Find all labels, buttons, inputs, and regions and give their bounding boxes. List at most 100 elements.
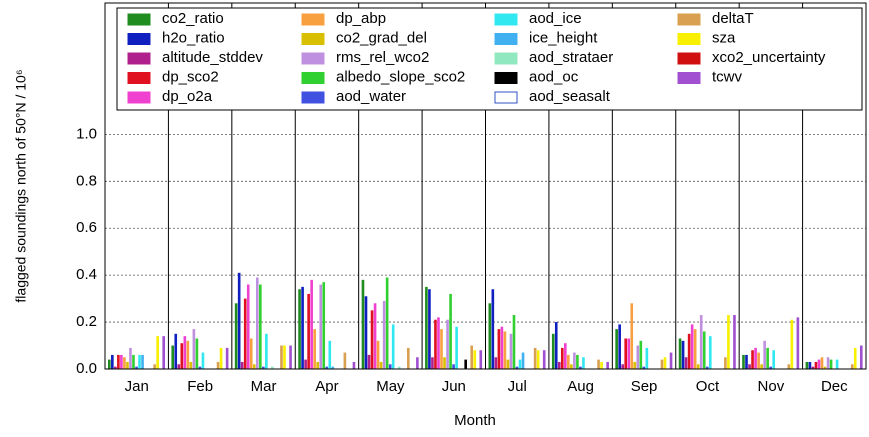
bar (243, 298, 247, 369)
bar (328, 340, 332, 369)
bar (494, 357, 498, 369)
bar (171, 345, 175, 369)
bar (325, 366, 329, 369)
bar (397, 366, 401, 369)
legend-swatch (494, 72, 518, 84)
legend-box (116, 7, 863, 111)
x-axis-label: Month (454, 412, 496, 429)
bar (742, 354, 745, 369)
bar (582, 357, 585, 369)
x-tick-label: Nov (758, 378, 785, 395)
legend-label: sza (712, 29, 736, 46)
x-tick-label: May (376, 378, 405, 395)
bar (699, 315, 703, 369)
legend-label: aod_ice (529, 10, 582, 27)
bar (114, 366, 117, 369)
bar (681, 340, 685, 369)
bar (189, 361, 193, 369)
legend-label: co2_ratio (162, 10, 224, 27)
bar (766, 347, 769, 369)
bar (491, 289, 495, 369)
bar (702, 331, 706, 369)
bar (111, 354, 114, 369)
legend-label: altitude_stddev (162, 49, 263, 66)
bar (425, 286, 428, 369)
bar (811, 366, 815, 369)
bar (129, 347, 132, 369)
bar (237, 272, 241, 369)
bar (769, 366, 772, 369)
bar (829, 359, 833, 369)
y-tick-label: 0.2 (76, 313, 97, 330)
legend-swatch (301, 33, 325, 45)
bar (319, 284, 323, 369)
bar (126, 361, 129, 369)
bar (542, 350, 546, 369)
legend-swatch (494, 52, 518, 65)
legend-label: aod_oc (529, 68, 579, 85)
bar (606, 361, 609, 369)
x-tick-label: Jan (125, 378, 149, 395)
bar (564, 343, 567, 369)
bar (727, 315, 730, 369)
bar (455, 326, 458, 369)
bar (763, 340, 766, 369)
bar (567, 354, 570, 369)
bar (678, 338, 682, 369)
legend-label: aod_water (336, 88, 406, 105)
bar (814, 361, 818, 369)
bar (138, 354, 141, 369)
bar (627, 338, 631, 369)
bar (252, 364, 256, 369)
bar (379, 361, 383, 369)
bar (370, 310, 374, 369)
y-tick-label: 0.6 (76, 219, 97, 236)
legend-swatch (301, 91, 325, 104)
y-tick-label: 1.0 (76, 125, 97, 142)
bar (364, 296, 368, 369)
bar (512, 315, 516, 369)
bar (835, 359, 839, 369)
bar (449, 293, 452, 369)
legend-swatch (677, 33, 701, 45)
bar (521, 352, 525, 369)
bar (434, 319, 437, 369)
bar (162, 336, 166, 369)
bar (198, 366, 202, 369)
bar (751, 350, 754, 369)
bar (853, 347, 857, 369)
bar (696, 364, 700, 369)
bar (615, 329, 618, 369)
bar (310, 279, 313, 369)
legend-swatch (127, 91, 151, 104)
legend-label: ice_height (529, 29, 598, 46)
x-tick-label: Oct (696, 378, 720, 395)
bar (153, 364, 156, 369)
legend-swatch (301, 72, 325, 84)
bar (624, 338, 628, 369)
bar (183, 336, 187, 369)
bar (787, 364, 791, 369)
legend: co2_ratio h2o_ratio altitude_stddev dp_sco2… (116, 7, 863, 111)
bar (117, 354, 120, 369)
bar (177, 364, 181, 369)
bar (690, 324, 694, 369)
bar (808, 361, 812, 369)
bar (289, 345, 292, 369)
bar (174, 333, 178, 369)
bar (820, 357, 824, 369)
y-axis-label: flagged soundings north of 50°N / 10⁶ (13, 69, 29, 302)
legend-swatch (127, 52, 151, 65)
legend-swatch (494, 33, 518, 45)
bar (265, 333, 268, 369)
legend-swatch (677, 52, 701, 65)
bar (307, 293, 310, 369)
legend-label: rms_rel_wco2 (336, 49, 429, 66)
bar (859, 345, 863, 369)
x-tick-label: Dec (821, 378, 848, 395)
bar (470, 345, 474, 369)
bar (156, 336, 159, 369)
bar (452, 364, 455, 369)
bar (533, 347, 537, 369)
